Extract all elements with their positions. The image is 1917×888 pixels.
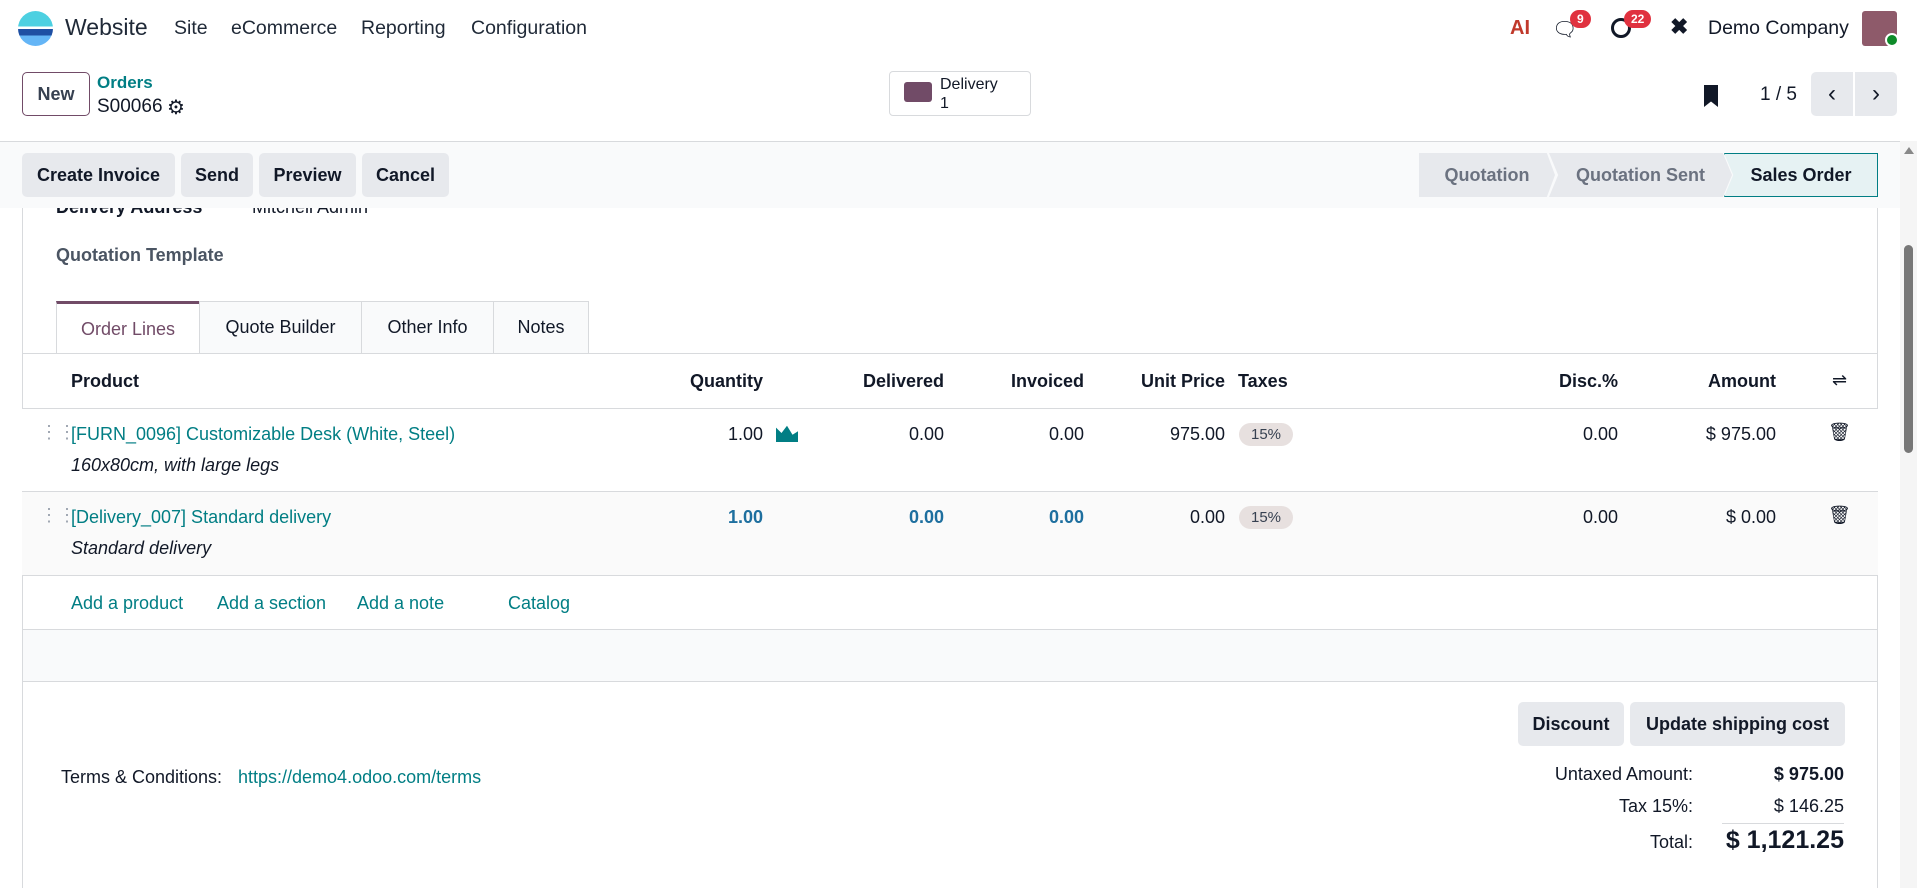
activities-count-badge: 22	[1624, 10, 1652, 28]
delivery-label: Delivery	[940, 76, 998, 93]
col-unit-price[interactable]: Unit Price	[1140, 371, 1225, 391]
pager-value[interactable]: 1 / 5	[1760, 84, 1797, 105]
row-description[interactable]: 160x80cm, with large legs	[71, 455, 280, 475]
menu-configuration[interactable]: Configuration	[471, 17, 587, 39]
table-row[interactable]	[22, 492, 1878, 575]
send-button[interactable]: Send	[181, 153, 253, 197]
untaxed-value: $ 975.00	[1773, 764, 1844, 784]
row-amount: $ 975.00	[1705, 424, 1776, 444]
menu-site[interactable]: Site	[174, 17, 208, 39]
divider	[22, 491, 1878, 492]
tab-order-lines[interactable]: Order Lines	[56, 301, 200, 354]
delivery-address-field: Delivery Address Mitchell Admin	[56, 208, 456, 218]
gear-icon[interactable]: ⚙	[167, 97, 185, 119]
stage-sales-order[interactable]: Sales Order	[1724, 153, 1878, 197]
create-invoice-button[interactable]: Create Invoice	[22, 153, 175, 197]
trash-icon[interactable]: 🗑	[1828, 422, 1851, 442]
drag-handle-icon[interactable]: ⋮⋮	[40, 422, 76, 442]
row-invoiced: 0.00	[1048, 507, 1084, 527]
row-disc[interactable]: 0.00	[1582, 507, 1618, 527]
quotation-template-label: Quotation Template	[56, 245, 224, 265]
update-shipping-button[interactable]: Update shipping cost	[1630, 702, 1845, 746]
messages-count-badge: 9	[1570, 10, 1591, 28]
tax-value: $ 146.25	[1773, 796, 1844, 816]
tax-label: Tax 15%:	[1618, 796, 1693, 816]
add-product-link[interactable]: Add a product	[71, 593, 184, 613]
row-quantity[interactable]: 1.00	[727, 424, 763, 444]
row-product[interactable]: [FURN_0096] Customizable Desk (White, St…	[71, 424, 456, 444]
row-delivered: 0.00	[908, 507, 944, 527]
stage-quotation[interactable]: Quotation	[1419, 153, 1555, 197]
discount-button[interactable]: Discount	[1518, 702, 1624, 746]
col-disc[interactable]: Disc.%	[1558, 371, 1618, 391]
new-button[interactable]: New	[22, 72, 90, 116]
row-amount: $ 0.00	[1725, 507, 1776, 527]
stage-quotation-sent[interactable]: Quotation Sent	[1549, 153, 1732, 197]
divider	[22, 681, 1878, 682]
row-description[interactable]: Standard delivery	[71, 538, 212, 558]
total-divider	[1722, 823, 1844, 824]
record-name: S00066	[97, 96, 163, 117]
col-delivered[interactable]: Delivered	[862, 371, 944, 391]
tax-badge[interactable]: 15%	[1239, 423, 1294, 446]
delivery-smart-button[interactable]: Delivery 1	[889, 71, 1031, 116]
divider	[22, 408, 1878, 409]
pager-previous-button[interactable]: ‹	[1811, 72, 1853, 116]
row-invoiced: 0.00	[1048, 424, 1084, 444]
empty-row	[23, 630, 1877, 681]
row-disc[interactable]: 0.00	[1582, 424, 1618, 444]
bookmark-icon[interactable]	[1704, 85, 1718, 107]
tab-notes[interactable]: Notes	[493, 301, 589, 353]
top-navbar: Website Site eCommerce Reporting Configu…	[0, 0, 1917, 56]
activities-clock-icon[interactable]	[1611, 18, 1631, 38]
app-name[interactable]: Website	[65, 14, 148, 40]
scroll-up-arrow-icon[interactable]	[1904, 147, 1914, 154]
terms-link[interactable]: https://demo4.odoo.com/terms	[238, 767, 482, 787]
ai-icon[interactable]: AI	[1510, 17, 1530, 39]
delivery-count: 1	[940, 95, 949, 112]
row-unit-price[interactable]: 0.00	[1189, 507, 1225, 527]
total-label: Total:	[1649, 832, 1693, 852]
preview-button[interactable]: Preview	[259, 153, 356, 197]
col-product[interactable]: Product	[71, 371, 140, 391]
col-quantity[interactable]: Quantity	[689, 371, 763, 391]
divider	[22, 353, 1878, 354]
col-amount[interactable]: Amount	[1708, 371, 1776, 391]
tab-other-info[interactable]: Other Info	[361, 301, 494, 353]
optional-columns-icon[interactable]: ⇌	[1832, 370, 1848, 390]
tab-quote-builder[interactable]: Quote Builder	[199, 301, 362, 353]
row-delivered: 0.00	[908, 424, 944, 444]
cancel-button[interactable]: Cancel	[362, 153, 449, 197]
online-status-icon	[1885, 33, 1899, 47]
add-note-link[interactable]: Add a note	[357, 593, 445, 613]
add-section-link[interactable]: Add a section	[217, 593, 327, 613]
scrollbar[interactable]	[1900, 141, 1917, 888]
col-invoiced[interactable]: Invoiced	[1010, 371, 1084, 391]
company-switcher[interactable]: Demo Company	[1708, 17, 1849, 39]
col-taxes[interactable]: Taxes	[1238, 371, 1288, 391]
row-product[interactable]: [Delivery_007] Standard delivery	[71, 507, 332, 527]
website-logo-icon[interactable]	[18, 11, 53, 46]
drag-handle-icon[interactable]: ⋮⋮	[40, 505, 76, 525]
row-unit-price[interactable]: 975.00	[1169, 424, 1225, 444]
trash-icon[interactable]: 🗑	[1828, 505, 1851, 525]
delivery-address-value[interactable]: Mitchell Admin	[252, 208, 368, 218]
tax-badge[interactable]: 15%	[1239, 506, 1294, 529]
divider	[22, 575, 1878, 576]
catalog-link[interactable]: Catalog	[508, 593, 571, 613]
menu-ecommerce[interactable]: eCommerce	[231, 17, 338, 39]
table-row[interactable]	[22, 409, 1878, 491]
delivery-address-label: Delivery Address	[56, 208, 202, 218]
untaxed-label: Untaxed Amount:	[1554, 764, 1693, 784]
menu-reporting[interactable]: Reporting	[361, 17, 446, 39]
divider	[22, 629, 1878, 630]
scrollbar-thumb[interactable]	[1904, 245, 1913, 453]
row-quantity[interactable]: 1.00	[727, 507, 763, 527]
truck-icon	[904, 82, 932, 102]
terms-label: Terms & Conditions:	[61, 767, 223, 787]
total-value: $ 1,121.25	[1725, 826, 1844, 854]
pager-next-button[interactable]: ›	[1855, 72, 1897, 116]
breadcrumb-orders[interactable]: Orders	[97, 73, 153, 92]
tools-icon[interactable]: ✖	[1670, 14, 1689, 39]
